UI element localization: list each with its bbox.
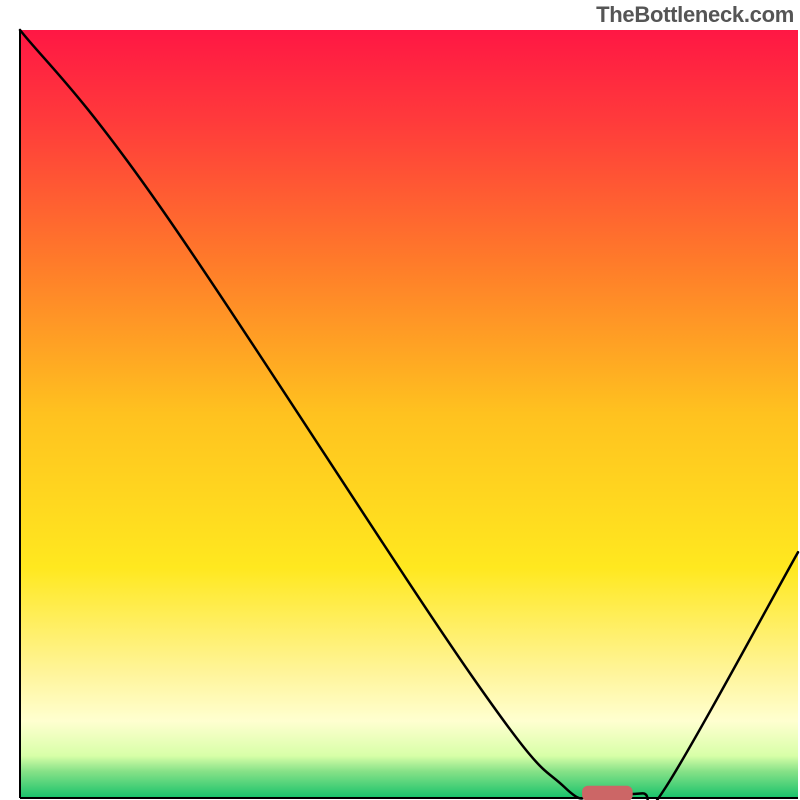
chart-container: { "watermark": { "text": "TheBottleneck.… [0,0,800,800]
optimal-range-marker [582,786,633,800]
gradient-background [20,30,798,798]
bottleneck-curve-chart [0,0,800,800]
watermark-text: TheBottleneck.com [596,2,794,28]
